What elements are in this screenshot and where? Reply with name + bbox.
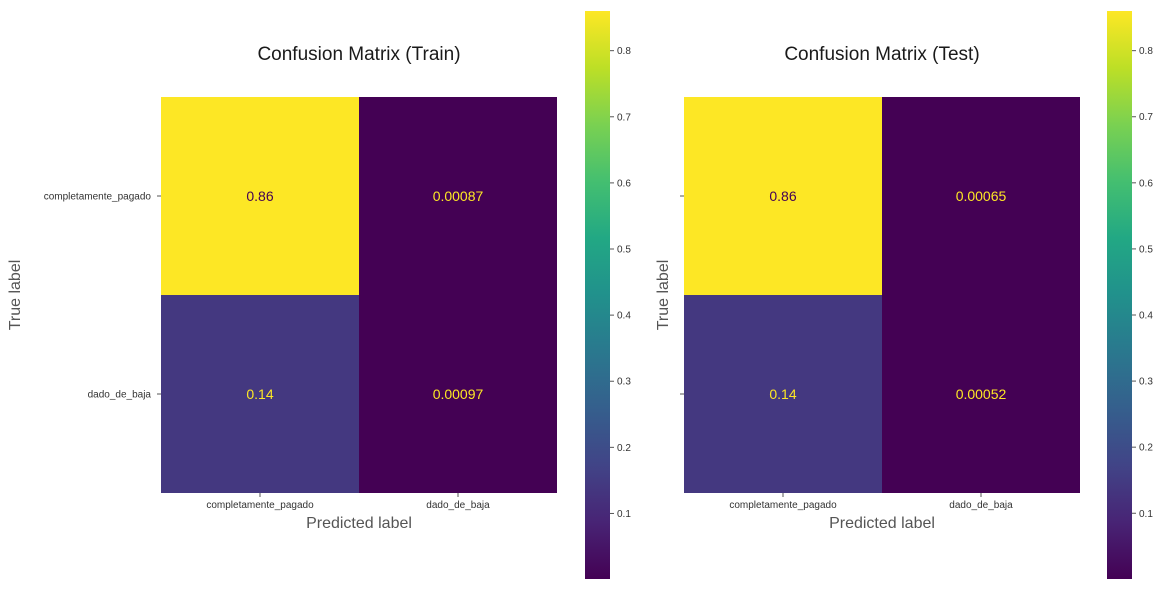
cell-value-label: 0.86 xyxy=(246,188,273,204)
x-axis-label: Predicted label xyxy=(829,515,935,532)
colorbar-tick-label: 0.8 xyxy=(1139,46,1153,57)
colorbar-tick-label: 0.2 xyxy=(617,443,631,454)
cell-value-label: 0.86 xyxy=(769,188,796,204)
heatmap-cell xyxy=(161,97,359,295)
heatmap-cell xyxy=(359,295,557,493)
colorbar-tick-label: 0.1 xyxy=(1139,509,1153,520)
heatmap-cell xyxy=(161,295,359,493)
x-tick-label: completamente_pagado xyxy=(729,500,837,511)
colorbar-tick-label: 0.3 xyxy=(1139,377,1153,388)
x-axis-label: Predicted label xyxy=(306,515,412,532)
heatmap-cell xyxy=(882,97,1080,295)
cell-value-label: 0.00087 xyxy=(433,188,484,204)
colorbar: 0.1 0.2 0.3 0.4 0.5 0.6 0.7 0.8 xyxy=(1107,11,1153,579)
colorbar-tick-label: 0.4 xyxy=(617,311,631,322)
chart-title: Confusion Matrix (Train) xyxy=(257,44,460,65)
cell-value-label: 0.00097 xyxy=(433,386,484,402)
chart-title: Confusion Matrix (Test) xyxy=(784,44,979,65)
colorbar-tick-label: 0.2 xyxy=(1139,443,1153,454)
colorbar-tick-label: 0.7 xyxy=(617,112,631,123)
colorbar-tick-label: 0.1 xyxy=(617,509,631,520)
colorbar-tick-label: 0.6 xyxy=(1139,178,1153,189)
heatmap-cell xyxy=(359,97,557,295)
cell-value-label: 0.00052 xyxy=(956,386,1007,402)
colorbar-gradient xyxy=(585,11,610,579)
colorbar-tick-label: 0.8 xyxy=(617,46,631,57)
cell-value-label: 0.00065 xyxy=(956,188,1007,204)
heatmap-cell xyxy=(684,295,882,493)
heatmap-panel-1: Confusion Matrix (Train) 0.86 0.00087 0.14 0… xyxy=(7,11,631,579)
x-tick-label: dado_de_baja xyxy=(426,500,490,511)
y-tick-label: completamente_pagado xyxy=(44,192,152,203)
colorbar-tick-label: 0.6 xyxy=(617,178,631,189)
colorbar-tick-label: 0.5 xyxy=(617,245,631,256)
y-axis-label: True label xyxy=(655,260,672,331)
cell-value-label: 0.14 xyxy=(769,386,796,402)
x-tick-label: completamente_pagado xyxy=(206,500,314,511)
y-axis-label: True label xyxy=(7,260,24,331)
colorbar-tick-label: 0.3 xyxy=(617,377,631,388)
x-tick-label: dado_de_baja xyxy=(949,500,1013,511)
colorbar: 0.1 0.2 0.3 0.4 0.5 0.6 0.7 0.8 xyxy=(585,11,631,579)
heatmap-cell xyxy=(882,295,1080,493)
heatmap-cell xyxy=(684,97,882,295)
colorbar-tick-label: 0.4 xyxy=(1139,310,1153,321)
colorbar-gradient xyxy=(1107,11,1132,579)
y-tick-label: dado_de_baja xyxy=(88,390,152,401)
cell-value-label: 0.14 xyxy=(246,386,273,402)
colorbar-tick-label: 0.5 xyxy=(1139,244,1153,255)
heatmap-panel-2: Confusion Matrix (Test) 0.86 0.00065 0.14 0.… xyxy=(655,11,1153,579)
colorbar-tick-label: 0.7 xyxy=(1139,112,1153,123)
